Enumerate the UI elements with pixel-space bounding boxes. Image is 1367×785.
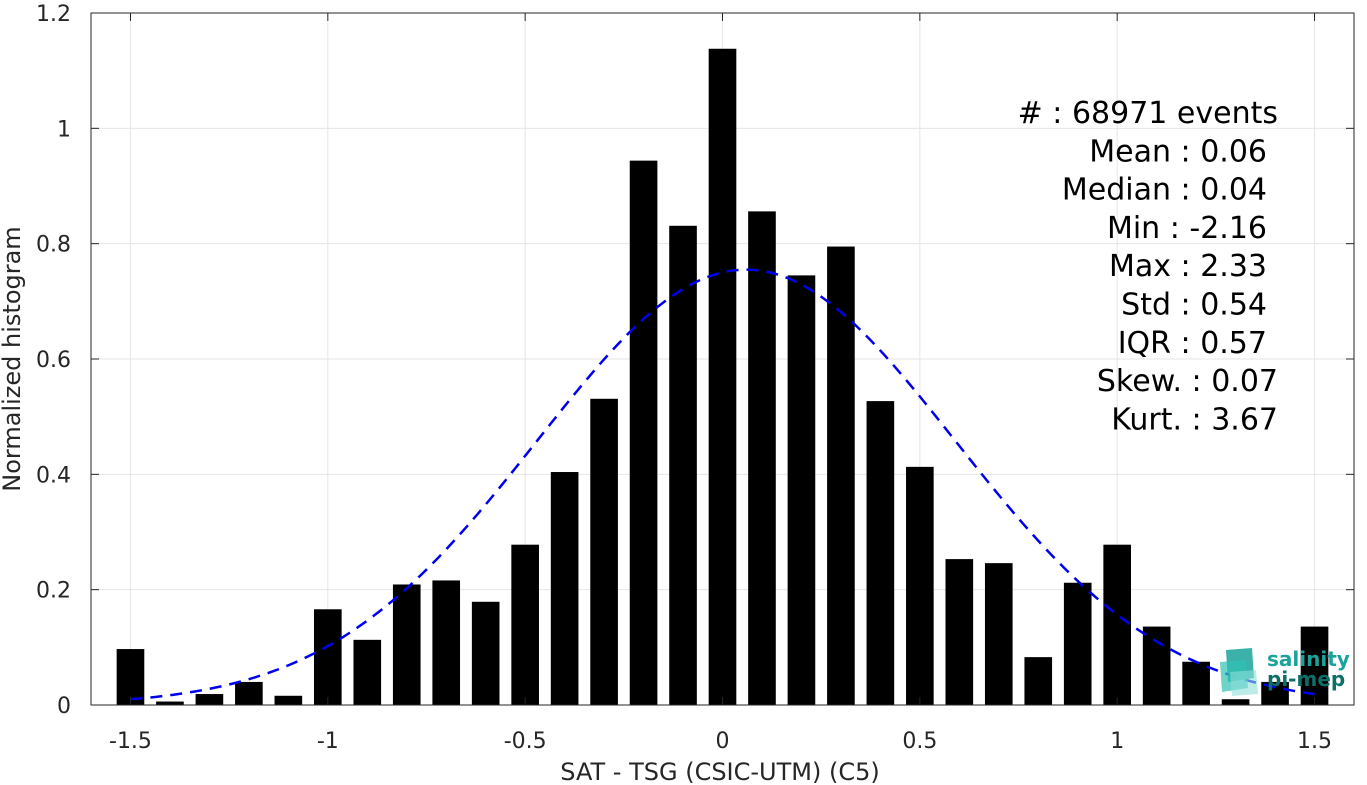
histogram-bar [1063,582,1092,705]
x-tick-label: 1 [1110,729,1124,754]
histogram-bar [1182,661,1210,705]
histogram-bar [906,466,934,705]
stats-line: # : 68971 events [1018,96,1278,131]
x-tick-label: 0.5 [902,729,937,754]
stats-line: Kurt. : 3.67 [1111,402,1278,437]
x-tick-label: -1 [317,729,339,754]
logo-text-pi-mep: pi-mep [1267,667,1345,691]
stats-line: Max : 2.33 [1109,249,1267,284]
histogram-bar [945,559,974,705]
histogram-bars [116,48,1329,706]
histogram-bar [1221,699,1250,705]
histogram-bar [1261,681,1289,705]
y-axis-tick-labels: 0 0.2 0.4 0.6 0.8 1 1.2 [36,2,71,719]
histogram-bar [748,211,776,705]
histogram-bar [392,584,421,705]
stats-line: Min : -2.16 [1107,211,1267,246]
histogram-bar [313,609,342,705]
gaussian-fit-curve [130,268,1315,701]
histogram-bar [116,649,145,705]
y-tick-label: 0.6 [36,348,71,373]
histogram-bar [274,695,303,705]
axis-ticks [91,12,1354,706]
histogram-bar [156,701,184,705]
histogram-bar [984,563,1013,705]
histogram-bar [1103,544,1132,705]
stats-line: Skew. : 0.07 [1097,364,1278,399]
y-tick-label: 0 [57,694,71,719]
y-axis-title: Normalized histogram [0,226,26,491]
histogram-bar [827,246,855,706]
histogram-bar [629,160,658,706]
histogram-bar [511,544,539,705]
stats-line: Mean : 0.06 [1089,134,1267,169]
histogram-bar [669,225,697,706]
histogram-bar [471,601,500,705]
histogram-bar [708,48,737,705]
stats-line: Std : 0.54 [1121,288,1267,323]
histogram-bar [590,398,618,705]
x-axis-tick-labels: -1.5 -1 -0.5 0 0.5 1 1.5 [109,729,1332,754]
x-tick-label: 1.5 [1297,729,1332,754]
logo-text-salinity: salinity [1267,647,1350,671]
histogram-bar [550,472,579,705]
x-tick-label: -1.5 [109,729,152,754]
x-tick-label: -0.5 [504,729,547,754]
x-tick-label: 0 [716,729,730,754]
histogram-bar [1024,657,1053,705]
histogram-bar [195,694,224,705]
histogram-bar [1142,626,1171,705]
histogram-bar [787,275,816,705]
x-axis-title: SAT - TSG (CSIC-UTM) (C5) [560,758,879,785]
y-tick-label: 0.2 [36,579,71,604]
histogram-bar [353,639,382,705]
stats-line: Median : 0.04 [1062,173,1267,208]
wave-logo-icon [1220,648,1258,696]
histogram-bar [432,580,461,705]
y-tick-label: 0.8 [36,233,71,258]
histogram-bar [235,681,263,705]
y-tick-label: 1 [57,117,71,142]
y-tick-label: 1.2 [36,2,71,27]
salinity-pi-mep-logo: salinity pi-mep [1220,647,1350,696]
y-tick-label: 0.4 [36,463,71,488]
stats-line: IQR : 0.57 [1118,326,1267,361]
histogram-bar [866,401,895,705]
